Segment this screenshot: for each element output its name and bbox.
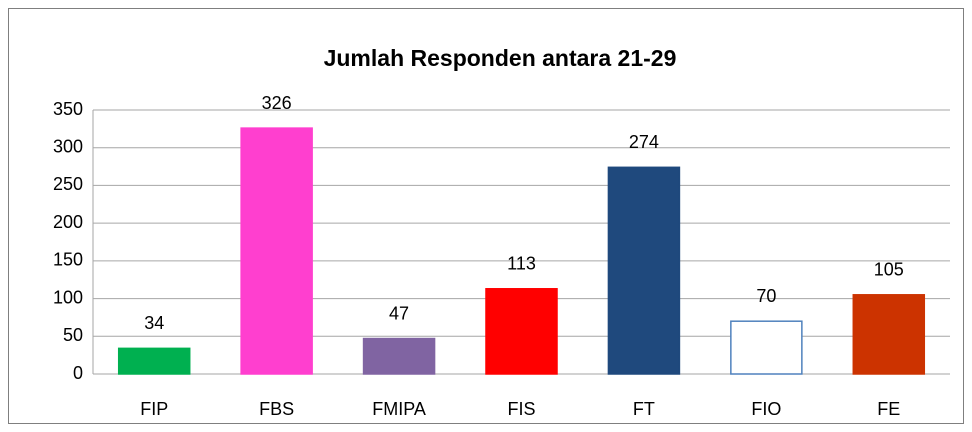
bar bbox=[730, 320, 803, 375]
x-tick-label: FIS bbox=[507, 399, 535, 419]
bar bbox=[240, 127, 313, 375]
data-label: 113 bbox=[507, 254, 536, 274]
y-tick-label: 50 bbox=[63, 325, 83, 345]
bar bbox=[607, 166, 681, 375]
y-tick-label: 300 bbox=[53, 136, 83, 156]
data-label: 47 bbox=[389, 303, 409, 323]
x-tick-label: FMIPA bbox=[372, 399, 426, 419]
x-tick-label: FBS bbox=[259, 399, 294, 419]
y-tick-label: 100 bbox=[53, 287, 83, 307]
x-tick-label: FIO bbox=[751, 399, 781, 419]
x-tick-label: FE bbox=[877, 399, 900, 419]
data-label: 70 bbox=[756, 286, 776, 306]
chart-title: Jumlah Responden antara 21-29 bbox=[324, 45, 677, 71]
data-label: 105 bbox=[874, 260, 904, 280]
bar bbox=[362, 337, 436, 375]
x-tick-label: FT bbox=[633, 399, 655, 419]
bar bbox=[117, 347, 191, 375]
y-tick-label: 350 bbox=[53, 99, 83, 119]
y-tick-label: 250 bbox=[53, 174, 83, 194]
bar bbox=[485, 288, 558, 375]
data-label: 326 bbox=[262, 93, 292, 113]
data-label: 274 bbox=[629, 132, 659, 152]
bar bbox=[852, 294, 926, 375]
y-tick-label: 0 bbox=[73, 363, 83, 383]
x-tick-label: FIP bbox=[140, 399, 168, 419]
data-label: 34 bbox=[144, 313, 164, 333]
y-tick-label: 200 bbox=[53, 212, 83, 232]
y-tick-label: 150 bbox=[53, 250, 83, 270]
